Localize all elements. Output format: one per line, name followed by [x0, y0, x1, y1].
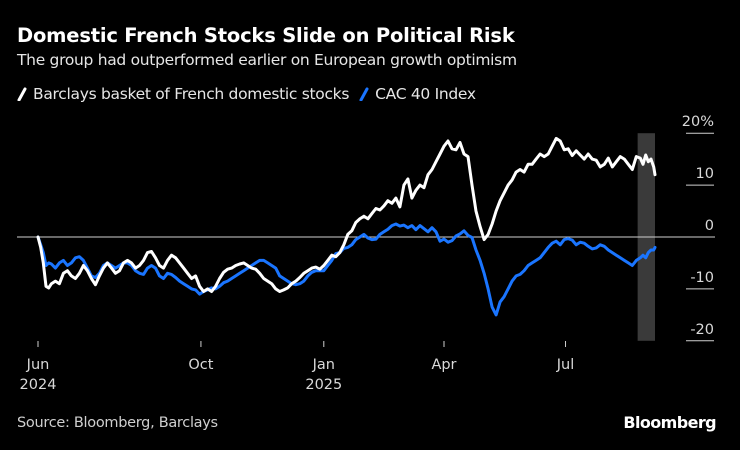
x-tick-sublabel: 2024 [20, 377, 57, 393]
legend-item-cac40: CAC 40 Index [359, 85, 476, 103]
series-line-barclays [36, 136, 657, 293]
legend-label-barclays: Barclays basket of French domestic stock… [33, 85, 350, 103]
y-tick-label: 20% [682, 114, 714, 130]
x-tick-label: Apr [431, 357, 456, 373]
x-tick-label: Oct [188, 357, 213, 373]
legend-swatch-cac40-icon [359, 87, 369, 101]
bloomberg-logo: Bloomberg [623, 413, 716, 432]
source-note: Source: Bloomberg, Barclays [17, 415, 218, 431]
x-tick-sublabel: 2025 [305, 377, 342, 393]
chart-title: Domestic French Stocks Slide on Politica… [17, 24, 515, 47]
legend-swatch-barclays-icon [17, 87, 27, 101]
x-tick-label: Jan [312, 357, 335, 373]
legend-item-barclays: Barclays basket of French domestic stock… [17, 85, 349, 103]
legend-label-cac40: CAC 40 Index [375, 85, 476, 103]
chart-subtitle: The group had outperformed earlier on Eu… [17, 51, 517, 69]
x-tick-label: Jun [26, 357, 50, 373]
legend: Barclays basket of French domestic stock… [17, 85, 486, 103]
y-tick-label: 0 [705, 218, 714, 234]
y-tick-label: -10 [690, 270, 714, 286]
x-tick-label: Jul [556, 357, 575, 373]
y-tick-label: 10 [696, 166, 714, 182]
y-tick-label: -20 [690, 322, 714, 338]
series-line-cac40 [36, 222, 657, 317]
